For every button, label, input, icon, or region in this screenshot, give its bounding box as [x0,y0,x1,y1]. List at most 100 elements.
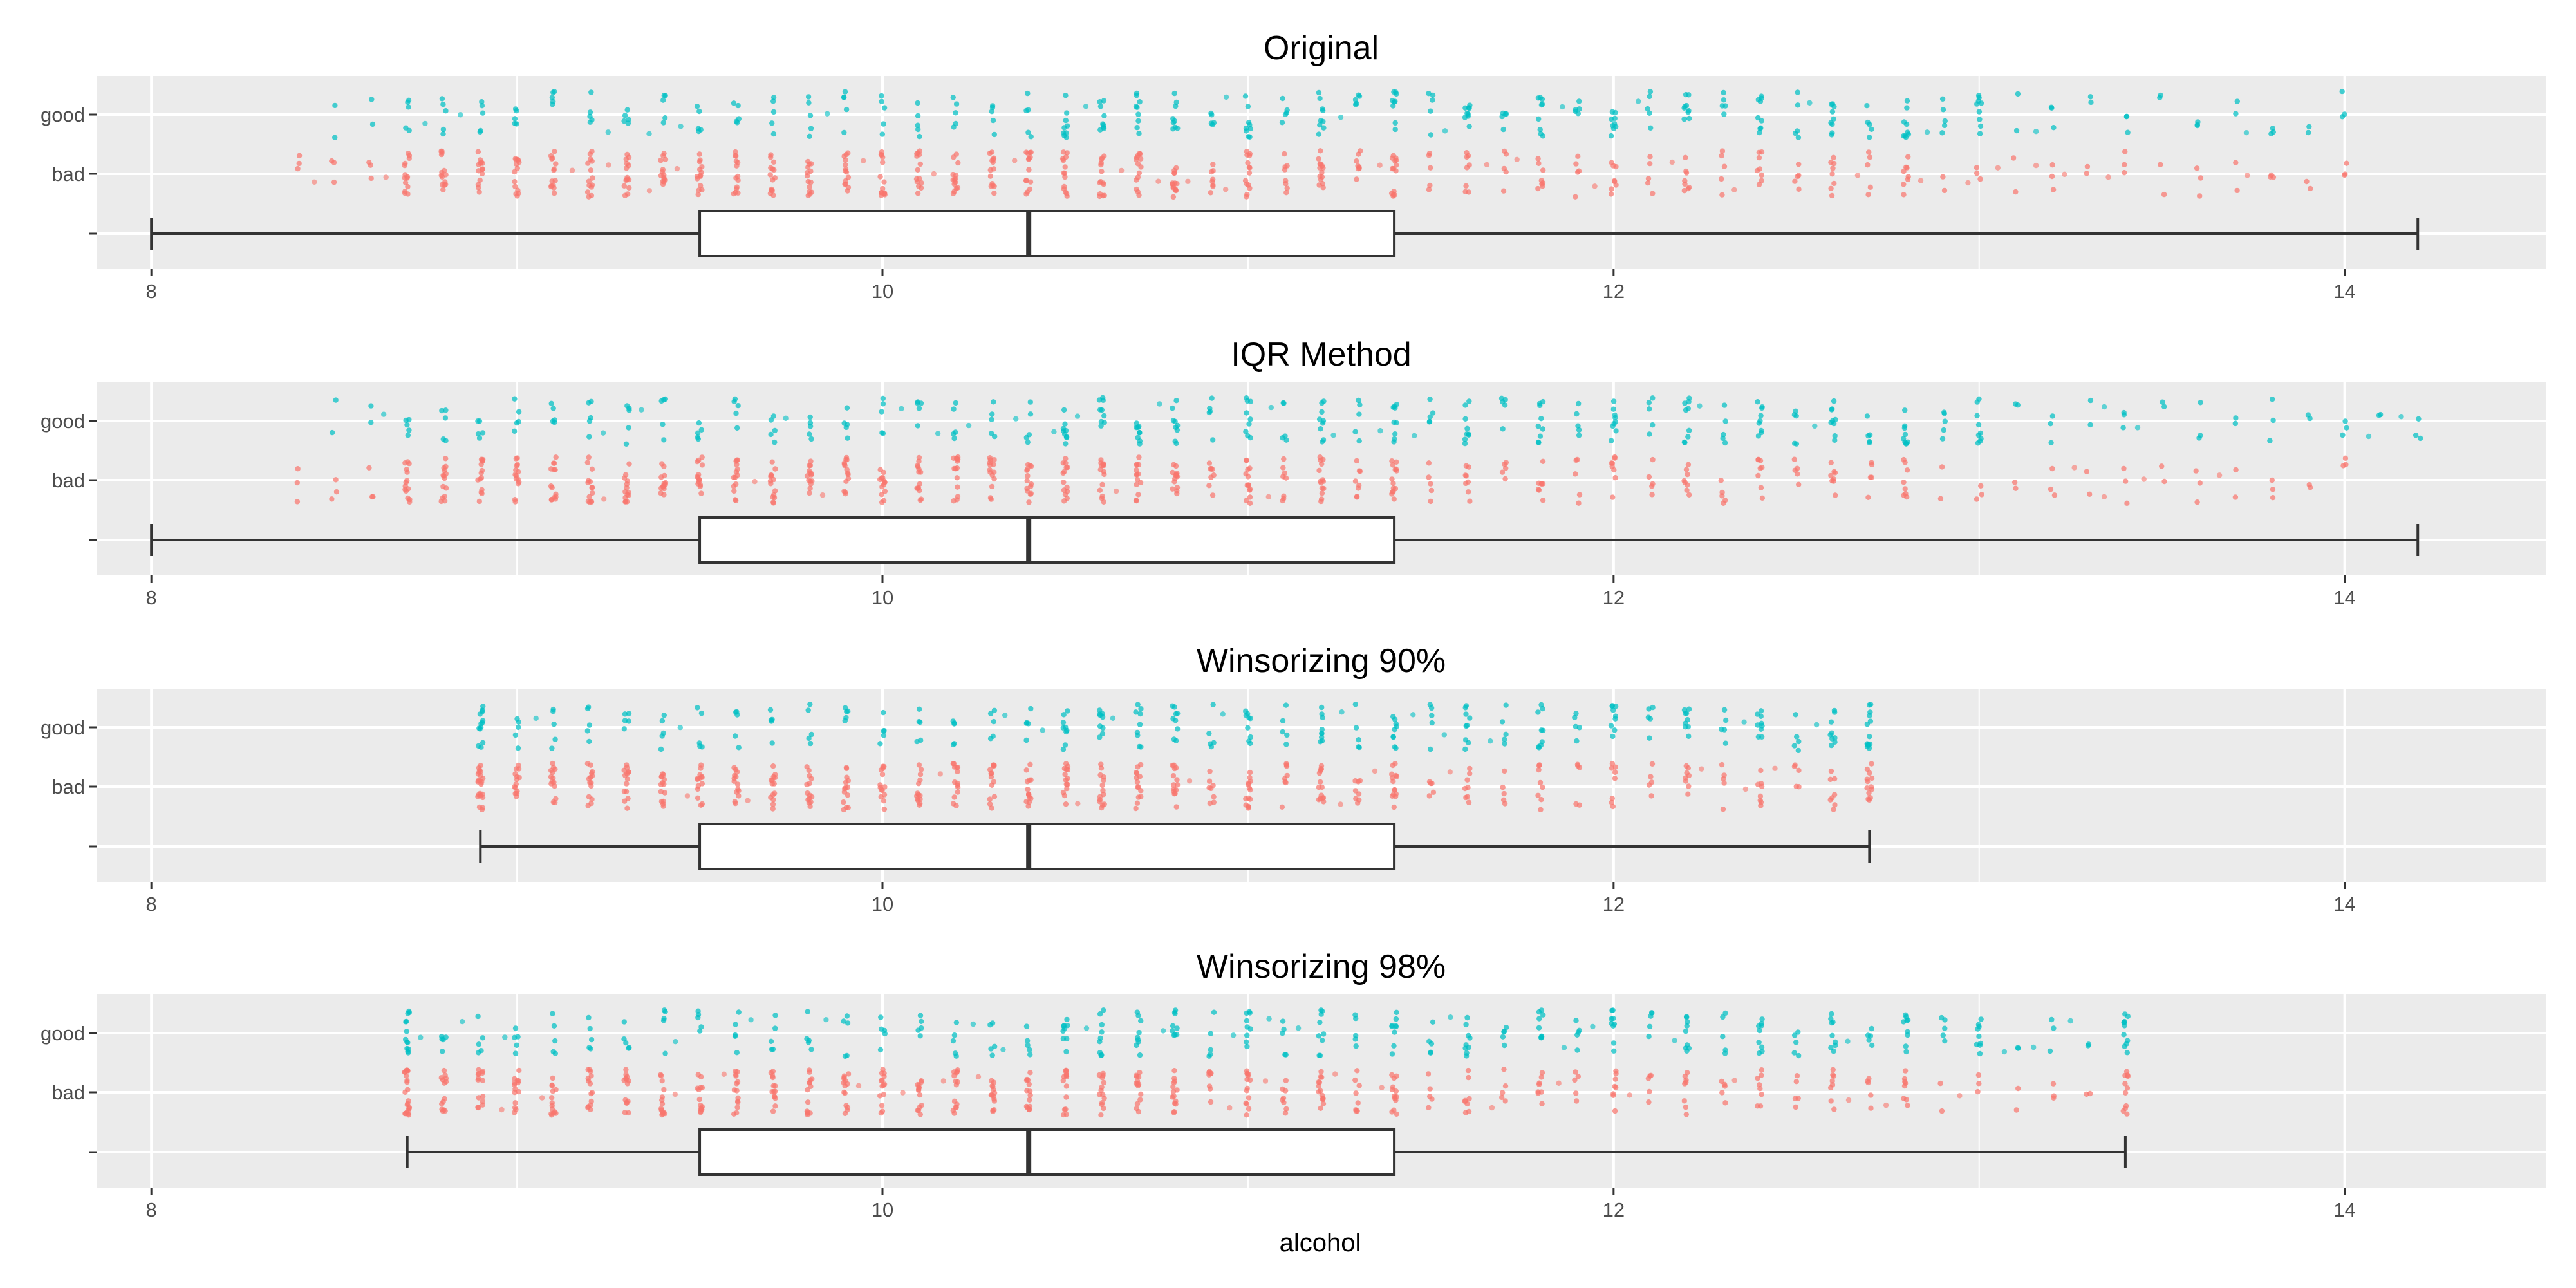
good-point [586,738,592,745]
good-point [1905,439,1910,445]
good-point [1941,427,1946,433]
bad-point [1755,1076,1760,1081]
good-point [480,704,486,709]
good-point [733,733,738,739]
bad-point [1759,464,1765,471]
bad-point [1389,476,1395,482]
bad-point [2084,163,2091,170]
good-point [1099,1029,1105,1035]
good-point [1319,704,1325,711]
good-point [1540,705,1545,712]
bad-point [1975,1072,1982,1078]
good-point [1502,1042,1507,1049]
bad-point [987,173,994,179]
bad-point [402,460,408,466]
bad-point [2084,1091,2089,1097]
good-point [1829,132,1834,138]
good-point [2051,1025,2057,1031]
good-point [2033,129,2039,135]
bad-point [1828,768,1834,774]
bad-point [772,774,778,781]
bad-point [1134,481,1139,487]
good-point [804,1036,810,1041]
good-point [877,1047,884,1053]
x-tick-label: 8 [146,1199,157,1221]
good-point [1097,734,1103,740]
good-point [772,439,778,445]
good-point [1939,1014,1945,1021]
bad-point [1772,765,1778,772]
bad-point [1185,178,1191,184]
good-point [621,118,627,124]
bad-point [476,765,482,771]
good-point [1975,98,1981,104]
good-point [1157,401,1162,407]
bad-point [1134,156,1139,162]
bad-point [589,466,595,472]
good-point [807,133,813,139]
bad-point [1319,1074,1325,1080]
bad-point [1536,762,1543,768]
bad-point [478,462,484,467]
bad-point [1392,787,1397,793]
good-point [661,437,667,443]
good-point [1942,1038,1948,1044]
bad-point [2048,486,2054,492]
bad-point [2051,1095,2057,1101]
good-point [950,718,956,724]
bad-point [1208,1099,1214,1105]
good-point [1392,404,1397,409]
bad-point [952,176,958,182]
good-point [1352,97,1359,103]
good-point [1867,741,1873,747]
bad-point [1318,148,1323,154]
good-point [1101,413,1107,419]
bad-point [1831,792,1838,798]
good-point [621,1036,627,1042]
good-point [899,406,904,411]
bad-point [1757,798,1763,803]
bad-point [1683,763,1689,769]
good-point [1390,734,1396,740]
bad-point [2071,465,2077,471]
good-point [808,436,814,442]
bad-point [772,1103,778,1109]
good-point [1099,731,1106,737]
good-point [843,424,849,431]
bad-point [1392,1096,1398,1101]
bad-point [1282,151,1287,157]
bad-point [1646,782,1652,788]
bad-point [1592,183,1598,189]
bad-point [917,801,923,807]
bad-point [987,462,993,468]
bad-point [1608,191,1614,197]
good-point [1466,740,1471,746]
good-point [1339,709,1345,715]
good-point [1573,107,1578,113]
bad-point [2050,1081,2057,1087]
bad-point [479,490,485,496]
bad-point [1901,192,1907,198]
good-point [443,438,449,443]
bad-point [975,1074,982,1080]
good-point [660,97,666,103]
bad-point [1683,1079,1689,1085]
bad-point [1500,188,1507,194]
bad-point [1610,803,1616,810]
bad-point [441,1067,447,1074]
bad-point [991,183,997,189]
good-point [457,112,463,118]
good-point [952,1050,958,1056]
bad-point [1099,155,1105,161]
good-point [917,719,923,725]
bad-point [550,1075,555,1081]
bad-point [588,1098,594,1105]
bad-point [1356,1083,1362,1088]
good-point [1905,129,1910,135]
good-point [2198,400,2203,406]
good-point [1647,716,1654,722]
bad-point [2304,178,2310,185]
bad-point [1062,164,1068,170]
good-point [989,416,994,422]
bad-point [476,1067,481,1073]
